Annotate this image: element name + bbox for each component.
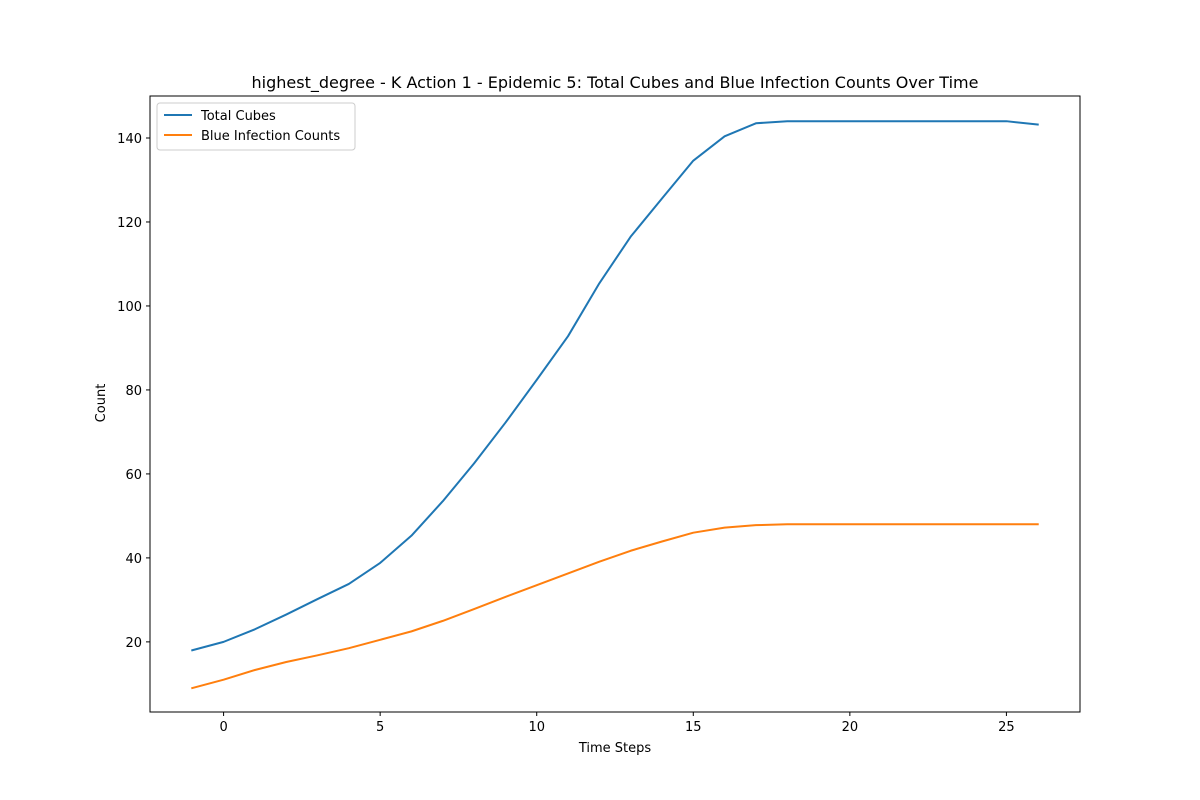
x-tick-label: 25 [998,720,1015,735]
y-tick-label: 60 [125,468,142,483]
y-tick-label: 100 [117,300,142,315]
plot-area: 0 5 10 15 20 25 20 40 60 80 100 120 140 [117,95,1081,735]
x-tick-label: 15 [685,720,702,735]
y-tick-label: 40 [125,552,142,567]
x-tick-label: 0 [219,720,227,735]
y-tick-label: 120 [117,216,142,231]
legend: Total Cubes Blue Infection Counts [156,102,356,151]
y-tick-label: 140 [117,132,142,147]
x-tick-label: 20 [842,720,859,735]
legend-box [156,102,356,151]
legend-label: Total Cubes [200,109,276,124]
x-axis-label: Time Steps [578,741,652,756]
legend-label: Blue Infection Counts [201,129,340,144]
series-line-blue-infection-counts [191,523,1039,690]
x-tick-label: 5 [376,720,384,735]
series-line-total-cubes [191,120,1039,652]
y-axis-label: Count [94,384,109,423]
axes-frame [149,95,1081,713]
y-tick-label: 20 [125,636,142,651]
x-tick-label: 10 [528,720,545,735]
chart-title: highest_degree - K Action 1 - Epidemic 5… [252,73,979,93]
y-tick-label: 80 [125,384,142,399]
